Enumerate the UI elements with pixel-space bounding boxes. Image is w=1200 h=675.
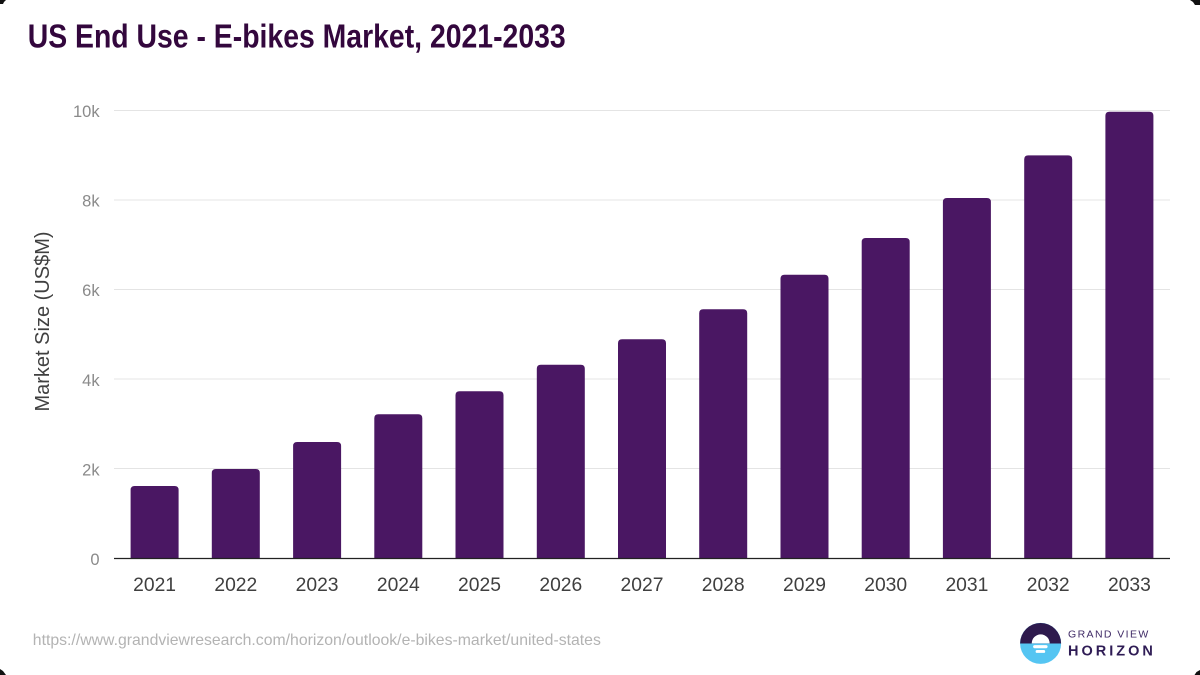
svg-text:8k: 8k bbox=[82, 193, 100, 211]
svg-text:2025: 2025 bbox=[458, 575, 501, 596]
svg-text:2026: 2026 bbox=[539, 575, 582, 596]
svg-text:https://www.grandviewresearch.: https://www.grandviewresearch.com/horizo… bbox=[33, 632, 601, 649]
svg-text:0: 0 bbox=[90, 551, 99, 569]
svg-text:4k: 4k bbox=[82, 372, 100, 390]
svg-text:GRAND VIEW: GRAND VIEW bbox=[1068, 629, 1150, 641]
svg-text:2k: 2k bbox=[82, 461, 100, 479]
svg-text:2022: 2022 bbox=[214, 575, 257, 596]
svg-text:2033: 2033 bbox=[1108, 575, 1151, 596]
svg-text:10k: 10k bbox=[73, 103, 100, 121]
svg-text:2030: 2030 bbox=[864, 575, 907, 596]
svg-text:2027: 2027 bbox=[621, 575, 664, 596]
svg-text:HORIZON: HORIZON bbox=[1068, 644, 1156, 660]
svg-text:2032: 2032 bbox=[1027, 575, 1070, 596]
svg-text:2031: 2031 bbox=[945, 575, 988, 596]
svg-text:Market Size (US$M): Market Size (US$M) bbox=[32, 231, 54, 411]
svg-text:2029: 2029 bbox=[783, 575, 826, 596]
svg-text:6k: 6k bbox=[82, 282, 100, 300]
svg-text:2028: 2028 bbox=[702, 575, 745, 596]
svg-text:2024: 2024 bbox=[377, 575, 420, 596]
svg-text:US End Use - E-bikes Market, 2: US End Use - E-bikes Market, 2021-2033 bbox=[28, 18, 566, 55]
svg-text:2023: 2023 bbox=[296, 575, 339, 596]
svg-text:2021: 2021 bbox=[133, 575, 176, 596]
